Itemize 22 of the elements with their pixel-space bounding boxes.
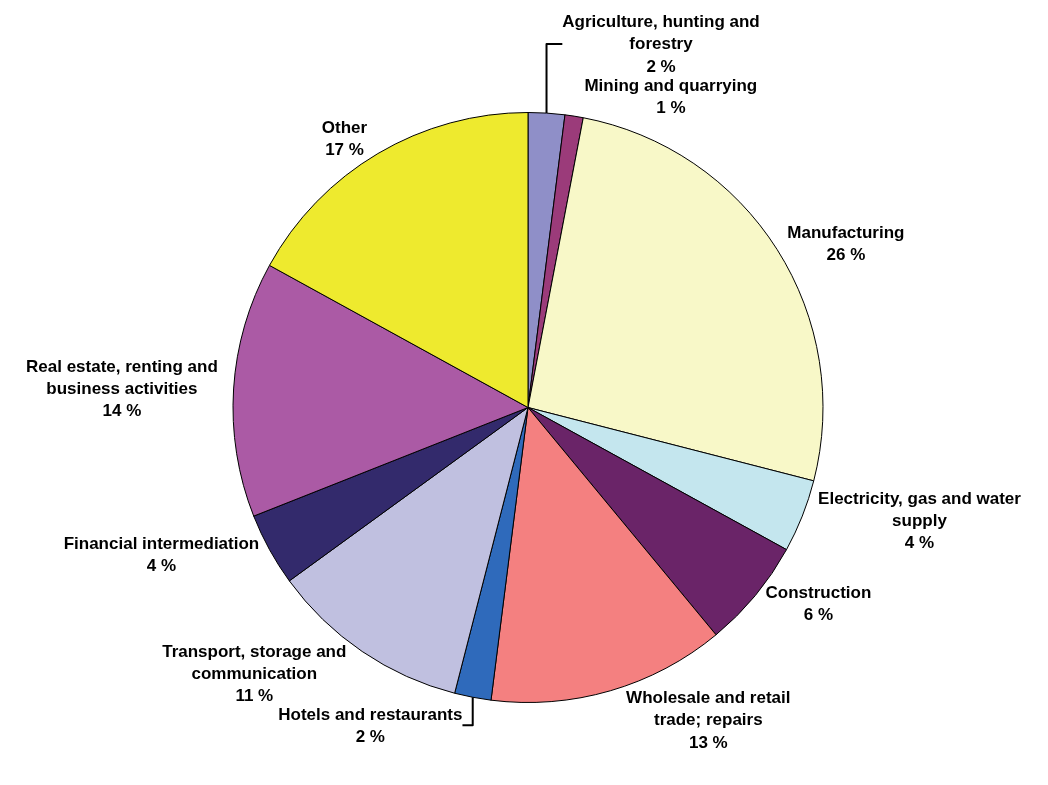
slice-label: Financial intermediation	[63, 533, 260, 553]
data-label: 1 %	[656, 97, 686, 117]
slice-label: Hotels and restaurants	[278, 704, 463, 724]
data-label: 2 %	[355, 726, 385, 746]
data-label: 13 %	[688, 732, 728, 752]
data-label: 6 %	[803, 605, 834, 625]
slice-label: Mining and quarrying	[584, 75, 758, 95]
slice-label: Wholesale and retail trade; repairs	[626, 688, 791, 730]
slice-label: Real estate, renting and business activities	[26, 357, 218, 399]
data-label: 2 %	[646, 56, 676, 76]
data-label: 4 %	[904, 532, 935, 552]
slice-label: Manufacturing	[787, 222, 905, 242]
data-label: 11 %	[235, 685, 274, 705]
slice-label: Transport, storage and communication	[162, 641, 347, 683]
slice-label: Other	[321, 117, 368, 137]
data-label: 14 %	[102, 401, 142, 421]
slice-label: Agriculture, hunting and forestry	[562, 12, 760, 54]
data-label: 26 %	[826, 245, 866, 265]
slice-label: Construction	[765, 583, 872, 603]
data-label: 17 %	[325, 139, 364, 159]
data-label: 4 %	[146, 555, 177, 575]
slice-label: Electricity, gas and water supply	[818, 488, 1022, 530]
